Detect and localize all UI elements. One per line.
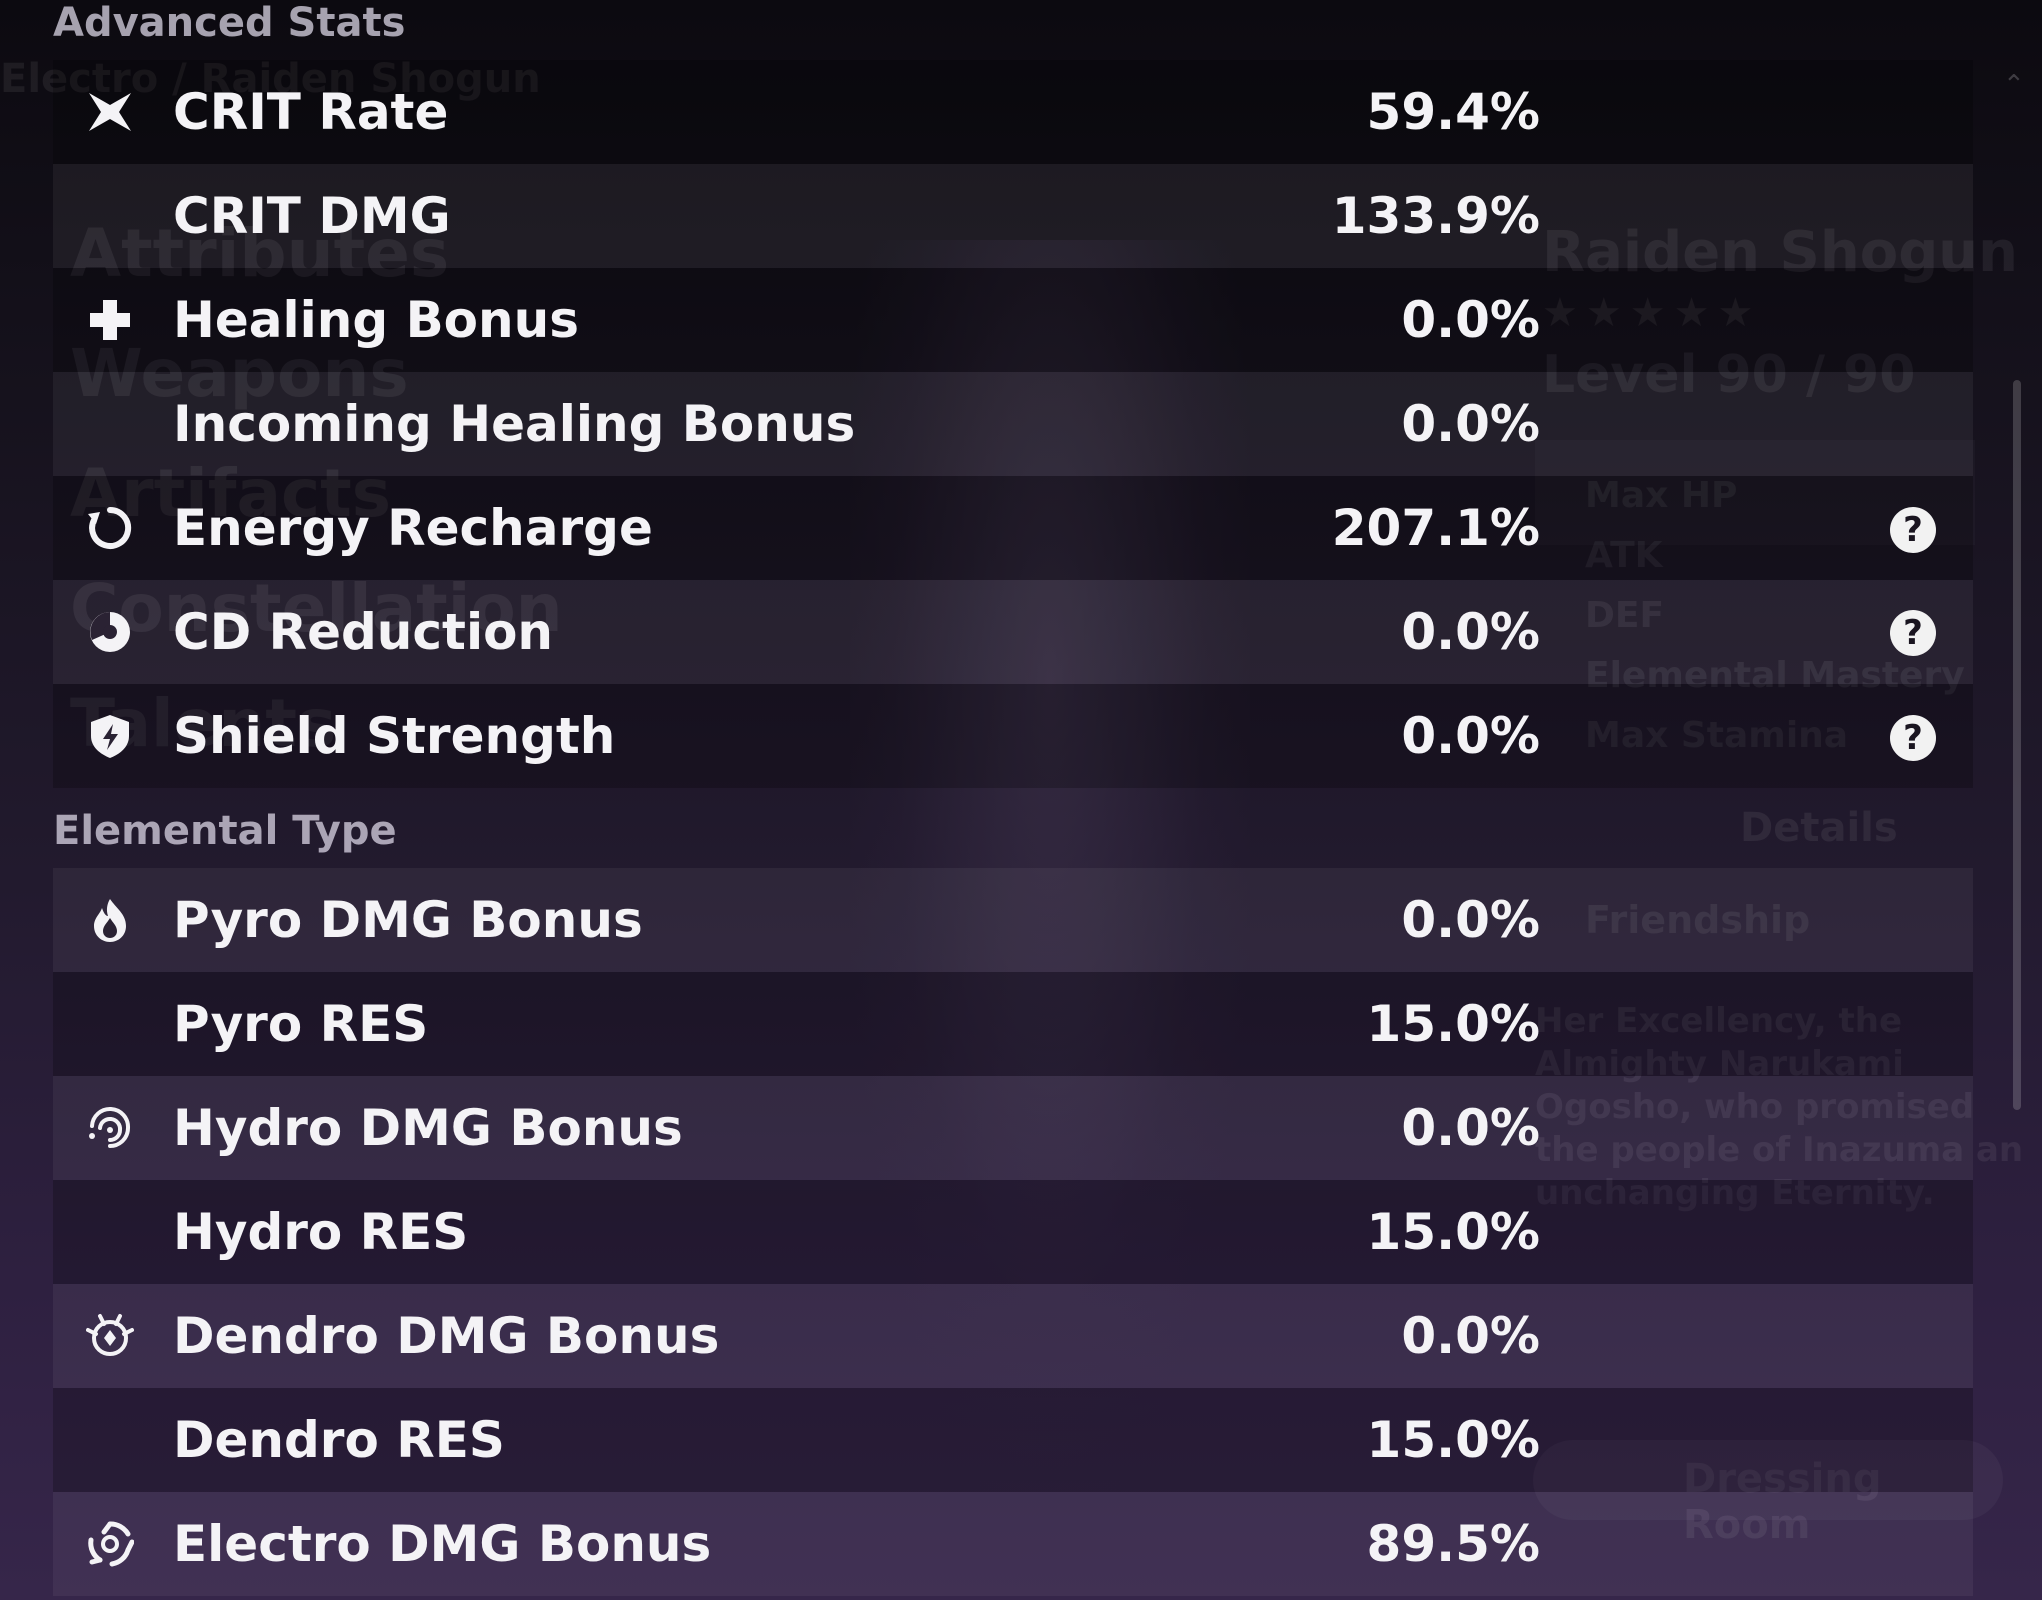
stat-row-hydro-res: Hydro RES 15.0% bbox=[53, 1180, 1973, 1284]
hydro-icon bbox=[86, 1104, 134, 1152]
stat-label: Dendro RES bbox=[173, 1411, 505, 1469]
dressing-room-label: Dressing Room bbox=[1683, 1456, 1882, 1548]
stat-value: 0.0% bbox=[1401, 395, 1540, 453]
cd-reduction-icon bbox=[86, 608, 134, 656]
rarity-stars: ★★★★★ bbox=[1542, 290, 1762, 336]
stat-label: CD Reduction bbox=[173, 603, 554, 661]
dendro-icon bbox=[86, 1312, 134, 1360]
stat-row-pyro-res: Pyro RES 15.0% bbox=[53, 972, 1973, 1076]
stat-label: Pyro DMG Bonus bbox=[173, 891, 643, 949]
elemental-type-title: Elemental Type bbox=[53, 808, 397, 854]
stat-value: 0.0% bbox=[1401, 707, 1540, 765]
stat-row-incoming-healing-bonus: Incoming Healing Bonus 0.0% bbox=[53, 372, 1973, 476]
stat-label: Hydro RES bbox=[173, 1203, 469, 1261]
attr-def: DEF bbox=[1585, 595, 1665, 636]
stat-value: 0.0% bbox=[1401, 891, 1540, 949]
stat-value: 15.0% bbox=[1366, 995, 1540, 1053]
stat-value: 0.0% bbox=[1401, 1307, 1540, 1365]
stat-label: Incoming Healing Bonus bbox=[173, 395, 856, 453]
menu-item-weapons: Weapons bbox=[70, 335, 409, 412]
friendship-label: Friendship bbox=[1585, 898, 1811, 942]
stat-row-shield-strength: Shield Strength 0.0% bbox=[53, 684, 1973, 788]
shield-icon bbox=[86, 712, 134, 760]
attr-max-stamina: Max Stamina bbox=[1585, 715, 1849, 756]
help-button-def[interactable]: ? bbox=[1890, 610, 1936, 656]
help-button-max-hp[interactable]: ? bbox=[1890, 507, 1936, 553]
stat-value: 0.0% bbox=[1401, 603, 1540, 661]
stat-row-healing-bonus: Healing Bonus 0.0% bbox=[53, 268, 1973, 372]
stat-value: 89.5% bbox=[1366, 1515, 1540, 1573]
stat-label: CRIT DMG bbox=[173, 187, 451, 245]
stat-label: Pyro RES bbox=[173, 995, 429, 1053]
character-model-silhouette bbox=[850, 240, 1250, 1490]
stat-row-cd-reduction: CD Reduction 0.0% bbox=[53, 580, 1973, 684]
stat-label: Hydro DMG Bonus bbox=[173, 1099, 683, 1157]
scrollbar[interactable] bbox=[2013, 380, 2021, 1110]
character-description: Her Excellency, the Almighty Narukami Og… bbox=[1535, 1001, 2024, 1213]
healing-cross-icon bbox=[86, 296, 134, 344]
energy-recharge-icon bbox=[86, 504, 134, 552]
stat-value: 59.4% bbox=[1366, 83, 1540, 141]
help-button-max-stamina[interactable]: ? bbox=[1890, 715, 1936, 761]
menu-item-constellation: Constellation bbox=[70, 570, 563, 647]
attr-atk: ATK bbox=[1585, 535, 1663, 576]
stat-label: Electro DMG Bonus bbox=[173, 1515, 712, 1573]
stat-value: 0.0% bbox=[1401, 1099, 1540, 1157]
stat-row-dendro-res: Dendro RES 15.0% bbox=[53, 1388, 1973, 1492]
stat-row-crit-rate: CRIT Rate 59.4% bbox=[53, 60, 1973, 164]
stat-label: CRIT Rate bbox=[173, 83, 449, 141]
stat-row-energy-recharge: Energy Recharge 207.1% bbox=[53, 476, 1973, 580]
stat-label: Healing Bonus bbox=[173, 291, 579, 349]
details-button: Details bbox=[1740, 805, 1898, 851]
stat-row-hydro-dmg-bonus: Hydro DMG Bonus 0.0% bbox=[53, 1076, 1973, 1180]
attr-max-hp: Max HP bbox=[1585, 475, 1738, 516]
stat-value: 15.0% bbox=[1366, 1411, 1540, 1469]
stat-value: 133.9% bbox=[1331, 187, 1540, 245]
advanced-stats-title: Advanced Stats bbox=[53, 0, 406, 46]
crit-rate-icon bbox=[86, 88, 134, 136]
stat-row-dendro-dmg-bonus: Dendro DMG Bonus 0.0% bbox=[53, 1284, 1973, 1388]
stat-row-pyro-dmg-bonus: Pyro DMG Bonus 0.0% bbox=[53, 868, 1973, 972]
stat-label: Dendro DMG Bonus bbox=[173, 1307, 720, 1365]
stat-label: Energy Recharge bbox=[173, 499, 653, 557]
scroll-up-icon[interactable]: ⌃ bbox=[2003, 70, 2025, 100]
stat-value: 207.1% bbox=[1331, 499, 1540, 557]
electro-icon bbox=[86, 1520, 134, 1568]
stat-value: 0.0% bbox=[1401, 291, 1540, 349]
stat-value: 15.0% bbox=[1366, 1203, 1540, 1261]
character-level: Level 90 / 90 bbox=[1542, 345, 1916, 405]
stat-row-electro-dmg-bonus: Electro DMG Bonus 89.5% bbox=[53, 1492, 1973, 1596]
dressing-room-button: Dressing Room bbox=[1533, 1440, 2003, 1548]
menu-item-attributes: Attributes bbox=[70, 215, 450, 292]
pyro-icon bbox=[86, 896, 134, 944]
stat-row-crit-dmg: CRIT DMG 133.9% bbox=[53, 164, 1973, 268]
character-name: Raiden Shogun bbox=[1542, 220, 2019, 285]
attr-elemental-mastery: Elemental Mastery bbox=[1585, 655, 1965, 696]
stat-label: Shield Strength bbox=[173, 707, 616, 765]
